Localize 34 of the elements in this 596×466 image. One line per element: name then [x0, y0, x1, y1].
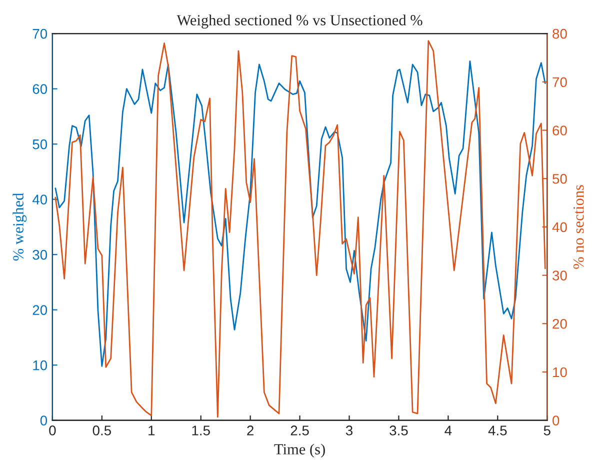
chart-title: Weighed sectioned % vs Unsectioned % [176, 14, 422, 29]
x-tick-label: 0 [49, 426, 56, 436]
x-tick-label: 1 [148, 426, 155, 436]
x-tick-label: 2.5 [290, 426, 309, 436]
y-tick-label: 20 [32, 305, 48, 315]
y2-axis-title: % no sections [573, 185, 584, 269]
x-axis-title: Time (s) [274, 444, 325, 458]
y-axis-title: % weighed [12, 192, 27, 261]
y-tick-label: 70 [32, 28, 48, 39]
y-tick-label: 30 [32, 250, 48, 260]
y-tick-label: 50 [32, 139, 48, 150]
x-tick-label: 5 [544, 426, 550, 436]
x-tick-label: 4 [444, 426, 452, 436]
x-tick-label: 2 [247, 426, 254, 436]
y-tick-label: 60 [32, 84, 48, 94]
line-series [54, 40, 546, 418]
y-tick-label: 40 [32, 194, 48, 204]
x-tick-label: 0.5 [92, 426, 111, 436]
x-tick-label: 3 [346, 426, 353, 436]
y2-tick-label: 80 [552, 28, 567, 39]
x-tick-label: 4.5 [488, 426, 507, 436]
y-tick-label: 0 [40, 416, 48, 426]
y2-tick-label: 50 [552, 174, 567, 184]
y2-tick-label: 0 [552, 416, 560, 426]
y-tick-label: 10 [33, 360, 48, 370]
y2-tick-label: 10 [553, 367, 567, 378]
y2-tick-label: 60 [552, 126, 567, 136]
x-tick-label: 1.5 [192, 426, 210, 436]
y2-tick-label: 40 [552, 222, 567, 232]
x-tick-label: 3.5 [390, 426, 408, 436]
y2-tick-label: 20 [552, 318, 567, 329]
y2-tick-label: 30 [552, 270, 567, 280]
y2-tick-label: 70 [552, 77, 567, 88]
line-series [54, 60, 546, 367]
